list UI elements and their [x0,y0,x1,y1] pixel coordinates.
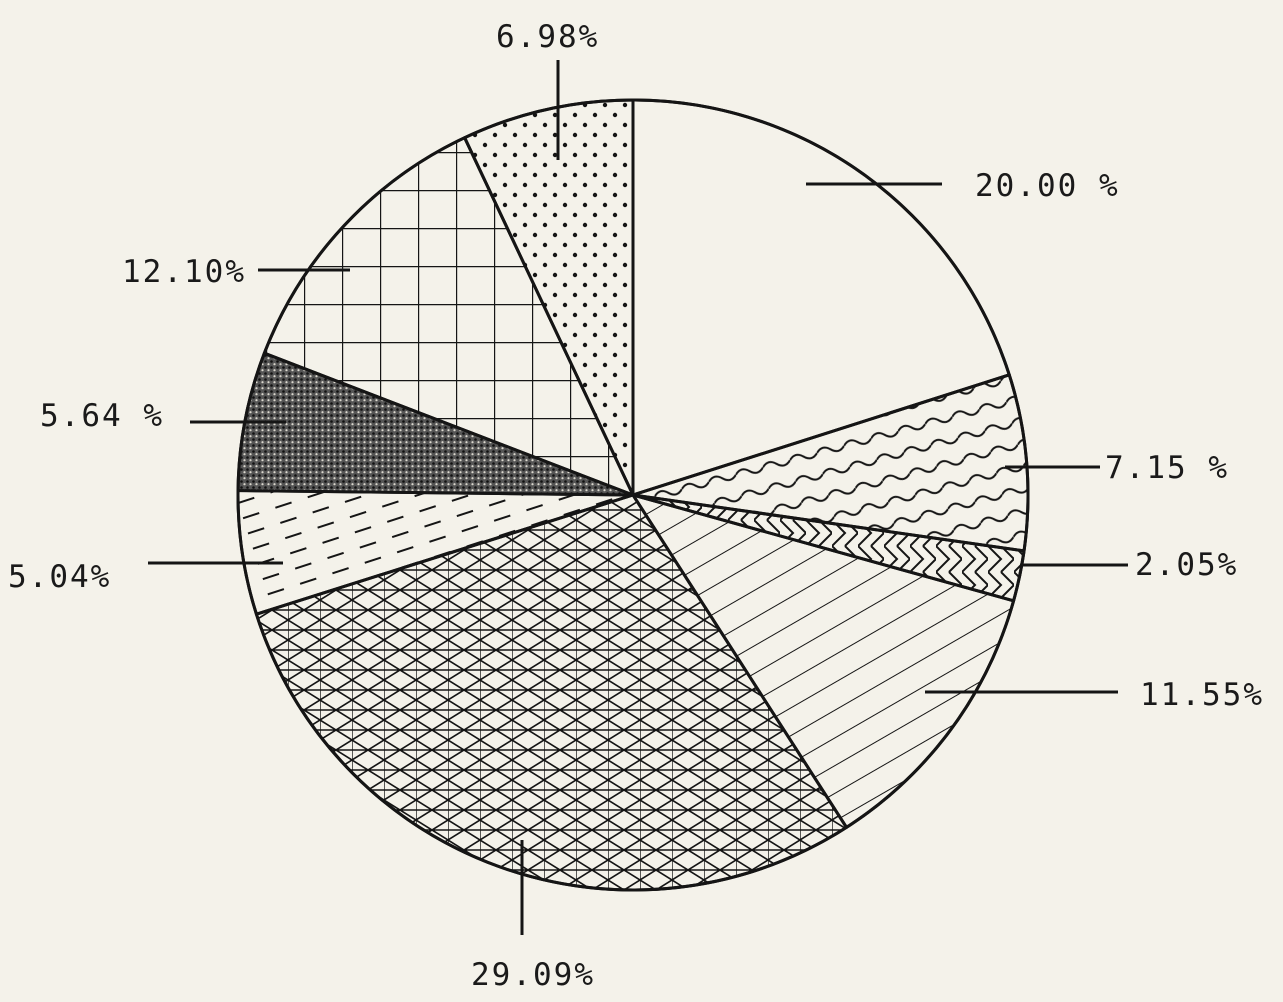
pie-slices [236,98,1030,892]
slice-label: 11.55% [1140,677,1264,713]
slice-label: 20.00 % [975,168,1120,204]
slice-label: 5.04% [8,559,111,595]
slice-label: 29.09% [471,957,595,993]
pie-outline [236,98,1030,892]
slice-label: 2.05% [1135,547,1238,583]
slice-label: 7.15 % [1105,450,1229,486]
slice-labels: 20.00 % 7.15 % 2.05% 11.55% 29.09% 5.04% 5.64 … [8,19,1264,993]
label-leaders [148,60,1128,935]
slice-label: 6.98% [496,19,599,55]
slice-label: 5.64 % [40,398,164,434]
slice-label: 12.10% [122,254,246,290]
